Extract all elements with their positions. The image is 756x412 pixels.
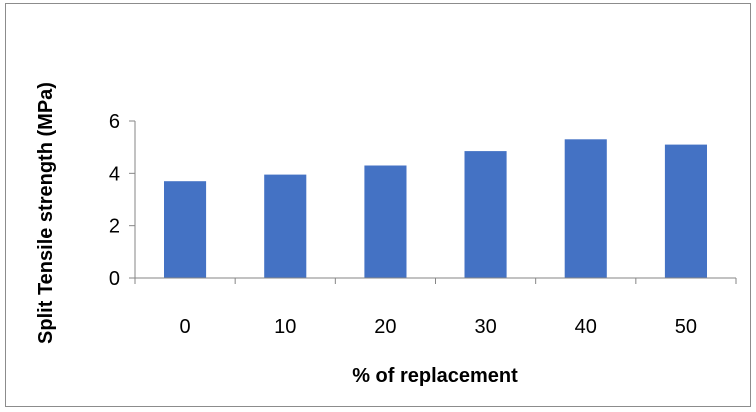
x-tick-label: 40 <box>575 316 597 338</box>
bar-10 <box>264 174 307 278</box>
y-tick-label: 4 <box>109 163 120 185</box>
bar-40 <box>564 139 607 278</box>
x-tick-label: 20 <box>374 316 396 338</box>
axes-layer <box>129 120 737 284</box>
bar-20 <box>364 165 407 278</box>
labels-layer: 0 2 4 6 0 10 20 30 40 50 <box>109 111 697 338</box>
bar-50 <box>664 144 707 278</box>
bar-0 <box>164 181 207 278</box>
y-tick-label: 0 <box>109 268 120 290</box>
y-tick-label: 6 <box>109 111 120 133</box>
y-tick-label: 2 <box>109 216 120 238</box>
x-tick-label: 10 <box>274 316 296 338</box>
bar-30 <box>464 151 507 278</box>
x-tick-label: 50 <box>675 316 697 338</box>
bars-layer <box>164 139 707 278</box>
y-axis-title: Split Tensile strength (MPa) <box>35 82 57 344</box>
x-axis-title: % of replacement <box>352 365 518 387</box>
x-tick-label: 30 <box>474 316 496 338</box>
x-tick-label: 0 <box>180 316 191 338</box>
